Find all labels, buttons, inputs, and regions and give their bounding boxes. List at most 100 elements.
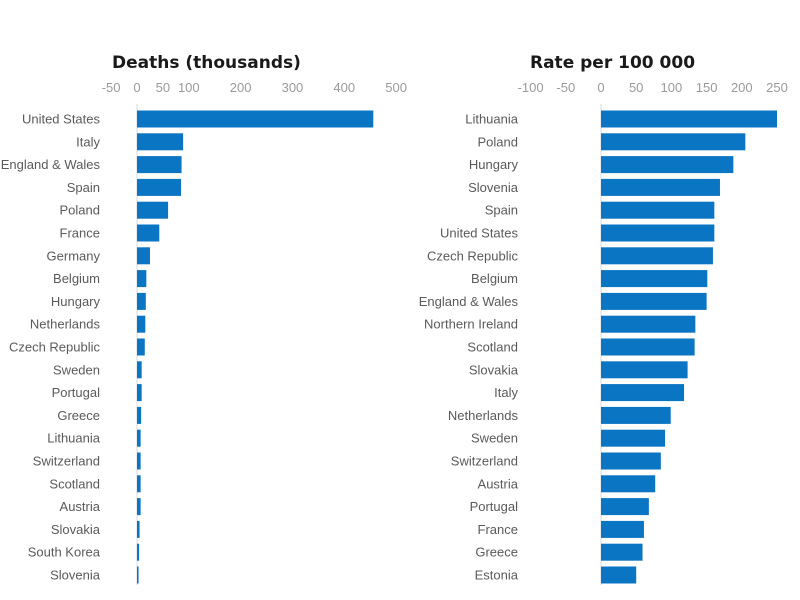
deaths-tick-label: -50 (102, 80, 121, 95)
rate-bar (601, 224, 715, 242)
rate-bar (601, 520, 644, 538)
rate-category-label: Slovakia (469, 362, 519, 377)
deaths-bar (137, 406, 142, 424)
rate-category-label: France (478, 522, 518, 537)
rate-category-label: Hungary (469, 157, 519, 172)
deaths-bar (137, 452, 141, 470)
rate-category-label: Belgium (471, 271, 518, 286)
deaths-bar (137, 201, 169, 219)
rate-category-label: England & Wales (419, 294, 519, 309)
deaths-bar (137, 566, 139, 584)
rate-bar (601, 110, 777, 128)
deaths-category-label: Portugal (52, 385, 101, 400)
deaths-bar (137, 247, 150, 265)
deaths-bar (137, 133, 184, 151)
deaths-tick-label: 100 (178, 80, 200, 95)
rate-category-label: Portugal (470, 499, 519, 514)
deaths-category-label: Belgium (53, 271, 100, 286)
deaths-tick-label: 0 (133, 80, 140, 95)
rate-bar (601, 475, 656, 493)
rate-category-label: Poland (478, 134, 518, 149)
rate-tick-label: 100 (661, 80, 683, 95)
rate-bar (601, 566, 637, 584)
deaths-category-label: Slovenia (50, 568, 101, 583)
deaths-bar (137, 384, 142, 402)
rate-bar (601, 543, 643, 561)
rate-tick-label: 150 (696, 80, 718, 95)
rate-tick-label: 50 (629, 80, 643, 95)
deaths-tick-label: 500 (385, 80, 407, 95)
deaths-bar (137, 498, 141, 516)
rate-category-label: Estonia (475, 568, 519, 583)
deaths-bar (137, 270, 147, 288)
rate-bar (601, 156, 734, 174)
deaths-category-label: Slovakia (51, 522, 101, 537)
rate-category-label: Slovenia (468, 180, 519, 195)
rate-bar (601, 133, 746, 151)
rate-category-label: Austria (478, 476, 519, 491)
deaths-bar (137, 224, 160, 242)
deaths-tick-label: 400 (333, 80, 355, 95)
rate-bar (601, 247, 713, 265)
deaths-category-label: Sweden (53, 362, 100, 377)
deaths-bar (137, 361, 142, 379)
deaths-bar (137, 110, 374, 128)
rate-category-label: Scotland (467, 340, 518, 355)
rate-bar (601, 338, 695, 356)
deaths-bar (137, 292, 146, 310)
rate-bar (601, 292, 707, 310)
rate-category-label: Lithuania (465, 112, 519, 127)
rate-tick-label: 200 (731, 80, 753, 95)
rate-tick-label: -100 (518, 80, 544, 95)
rate-bar (601, 406, 671, 424)
deaths-bar (137, 156, 182, 174)
rate-bar (601, 498, 649, 516)
deaths-tick-label: 300 (282, 80, 304, 95)
deaths-tick-label: 50 (156, 80, 170, 95)
deaths-category-label: Netherlands (30, 317, 101, 332)
rate-tick-label: 250 (766, 80, 788, 95)
deaths-category-label: Austria (60, 499, 101, 514)
rate-bar (601, 178, 720, 196)
deaths-tick-label: 200 (230, 80, 252, 95)
rate-bar (601, 429, 666, 447)
deaths-chart-title: Deaths (thousands) (112, 53, 301, 73)
rate-category-label: Italy (494, 385, 518, 400)
deaths-bar (137, 338, 145, 356)
deaths-category-label: United States (22, 112, 101, 127)
deaths-category-label: France (60, 226, 100, 241)
rate-bar (601, 201, 715, 219)
deaths-bar (137, 178, 182, 196)
deaths-category-label: Scotland (49, 476, 100, 491)
deaths-category-label: Spain (67, 180, 100, 195)
rate-category-label: Czech Republic (427, 248, 519, 263)
deaths-category-label: Poland (60, 203, 100, 218)
deaths-bar (137, 429, 141, 447)
rate-panel: Rate per 100 000 -100 -50 0 50 100 150 200 250 L… (419, 53, 788, 585)
deaths-bar (137, 475, 141, 493)
rate-tick-label: 0 (597, 80, 604, 95)
rate-category-label: Netherlands (448, 408, 519, 423)
rate-bar (601, 384, 685, 402)
rate-tick-label: -50 (556, 80, 575, 95)
deaths-bar (137, 520, 140, 538)
deaths-category-label: Greece (57, 408, 100, 423)
deaths-category-label: Hungary (51, 294, 101, 309)
rate-category-label: United States (440, 226, 519, 241)
deaths-category-label: Switzerland (33, 454, 100, 469)
rate-category-label: Switzerland (451, 454, 518, 469)
deaths-category-label: Germany (47, 248, 101, 263)
rate-category-label: Greece (475, 545, 518, 560)
rate-bar (601, 315, 696, 333)
deaths-category-label: South Korea (28, 545, 101, 560)
deaths-category-label: Lithuania (47, 431, 101, 446)
rate-chart-title: Rate per 100 000 (530, 53, 695, 73)
rate-bar (601, 270, 708, 288)
deaths-bar (137, 543, 140, 561)
rate-category-label: Spain (485, 203, 518, 218)
deaths-category-label: Italy (76, 134, 100, 149)
rate-bar (601, 361, 688, 379)
deaths-panel: Deaths (thousands) -50 0 50 100 200 300 400 500… (1, 53, 407, 585)
